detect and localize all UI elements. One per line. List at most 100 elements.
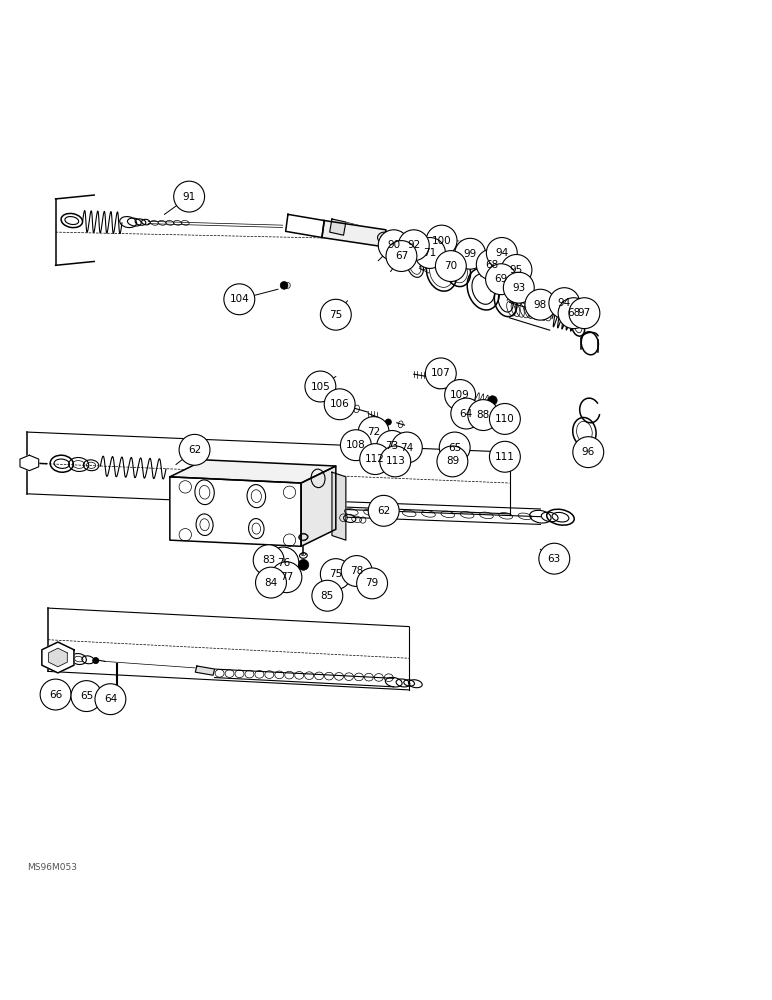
Circle shape xyxy=(174,181,205,212)
Circle shape xyxy=(320,299,351,330)
Circle shape xyxy=(324,389,355,420)
Circle shape xyxy=(95,684,126,715)
Circle shape xyxy=(445,380,476,410)
Polygon shape xyxy=(330,219,346,235)
Text: 99: 99 xyxy=(463,249,477,259)
Circle shape xyxy=(573,437,604,468)
Circle shape xyxy=(385,419,391,425)
Circle shape xyxy=(451,398,482,429)
Text: 85: 85 xyxy=(320,591,334,601)
Text: 77: 77 xyxy=(279,572,293,582)
Text: 92: 92 xyxy=(407,240,421,250)
Polygon shape xyxy=(49,648,67,667)
Text: 78: 78 xyxy=(350,566,364,576)
Circle shape xyxy=(340,430,371,461)
Circle shape xyxy=(435,381,442,389)
Text: 75: 75 xyxy=(329,569,343,579)
Text: 71: 71 xyxy=(423,248,437,258)
Text: 75: 75 xyxy=(329,310,343,320)
Circle shape xyxy=(435,251,466,282)
Circle shape xyxy=(425,358,456,389)
Circle shape xyxy=(569,298,600,329)
Text: 89: 89 xyxy=(445,456,459,466)
Circle shape xyxy=(305,371,336,402)
Circle shape xyxy=(312,580,343,611)
Polygon shape xyxy=(286,214,324,238)
Circle shape xyxy=(486,238,517,268)
Text: 106: 106 xyxy=(330,399,350,409)
Circle shape xyxy=(268,547,299,578)
Circle shape xyxy=(558,298,589,329)
Text: 111: 111 xyxy=(495,452,515,462)
Text: 65: 65 xyxy=(80,691,93,701)
Text: 84: 84 xyxy=(264,578,278,588)
Circle shape xyxy=(488,396,497,405)
Text: 66: 66 xyxy=(49,690,63,700)
Circle shape xyxy=(415,238,445,268)
Text: 65: 65 xyxy=(448,443,462,453)
Text: 68: 68 xyxy=(485,260,499,270)
Circle shape xyxy=(179,434,210,465)
Text: 73: 73 xyxy=(385,441,399,451)
Circle shape xyxy=(489,403,520,434)
Circle shape xyxy=(476,249,507,280)
Polygon shape xyxy=(322,221,386,247)
Text: 83: 83 xyxy=(262,555,276,565)
Circle shape xyxy=(391,432,422,463)
Circle shape xyxy=(40,679,71,710)
Text: 105: 105 xyxy=(310,382,330,392)
Circle shape xyxy=(298,559,309,570)
Text: 97: 97 xyxy=(577,308,591,318)
Polygon shape xyxy=(170,460,336,483)
Circle shape xyxy=(253,545,284,576)
Text: 70: 70 xyxy=(444,261,458,271)
Circle shape xyxy=(439,432,470,463)
Circle shape xyxy=(451,391,457,397)
Circle shape xyxy=(360,444,391,475)
Text: 63: 63 xyxy=(547,554,561,564)
Text: 72: 72 xyxy=(367,427,381,437)
Circle shape xyxy=(380,446,411,477)
Text: 109: 109 xyxy=(450,390,470,400)
Circle shape xyxy=(71,681,102,712)
Text: 62: 62 xyxy=(377,506,391,516)
Text: 112: 112 xyxy=(365,454,385,464)
Text: 94: 94 xyxy=(557,298,571,308)
Text: 74: 74 xyxy=(400,443,414,453)
Text: 76: 76 xyxy=(276,558,290,568)
Text: 69: 69 xyxy=(494,274,508,284)
Text: 79: 79 xyxy=(365,578,379,588)
Circle shape xyxy=(437,446,468,477)
Circle shape xyxy=(489,441,520,472)
Text: 88: 88 xyxy=(476,410,490,420)
Circle shape xyxy=(486,264,516,295)
Circle shape xyxy=(378,230,409,261)
Text: 100: 100 xyxy=(432,236,452,246)
Circle shape xyxy=(224,284,255,315)
Text: 104: 104 xyxy=(229,294,249,304)
Circle shape xyxy=(271,562,302,593)
Text: MS96M053: MS96M053 xyxy=(27,863,77,872)
Text: 95: 95 xyxy=(510,265,523,275)
Circle shape xyxy=(93,657,99,664)
Circle shape xyxy=(358,417,389,448)
Circle shape xyxy=(368,495,399,526)
Circle shape xyxy=(503,272,534,303)
Circle shape xyxy=(468,400,499,431)
Circle shape xyxy=(280,282,288,289)
Text: 64: 64 xyxy=(459,409,473,419)
Circle shape xyxy=(455,238,486,269)
Circle shape xyxy=(398,230,429,261)
Circle shape xyxy=(256,567,286,598)
Text: 91: 91 xyxy=(182,192,196,202)
Text: 96: 96 xyxy=(581,447,595,457)
Polygon shape xyxy=(42,642,74,673)
Text: 108: 108 xyxy=(346,440,366,450)
Text: 113: 113 xyxy=(385,456,405,466)
Circle shape xyxy=(377,431,408,461)
Circle shape xyxy=(426,225,457,256)
Circle shape xyxy=(320,559,351,590)
Text: 94: 94 xyxy=(495,248,509,258)
Polygon shape xyxy=(20,455,39,471)
Circle shape xyxy=(549,288,580,319)
